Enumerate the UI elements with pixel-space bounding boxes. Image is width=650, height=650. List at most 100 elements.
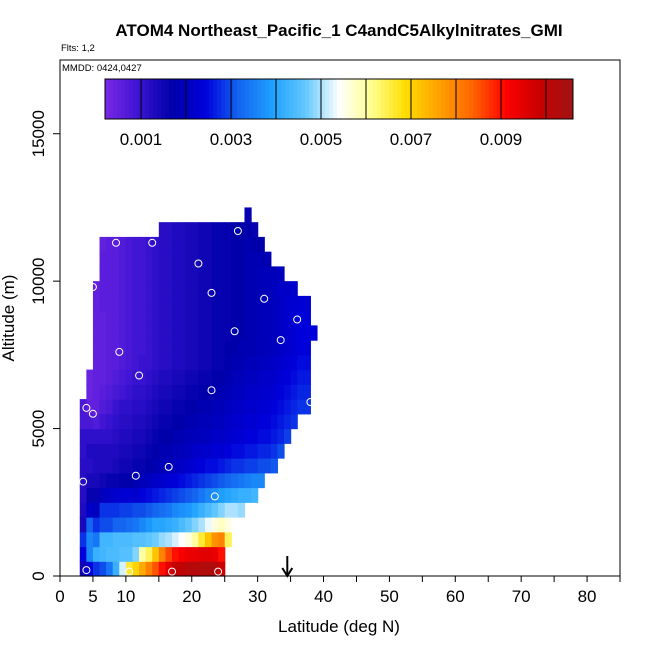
heatmap-cell: [145, 295, 153, 312]
heatmap-cell: [165, 399, 173, 415]
heatmap-cell: [198, 546, 206, 562]
heatmap-cell: [204, 546, 213, 562]
heatmap-cell: [92, 546, 101, 562]
heatmap-cell: [79, 487, 87, 503]
heatmap-cell: [191, 531, 199, 548]
heatmap-cell: [251, 428, 259, 444]
heatmap-cell: [198, 384, 206, 400]
heatmap-cell: [211, 413, 219, 430]
heatmap-cell: [152, 369, 160, 385]
heatmap-cell: [185, 222, 193, 238]
observation-point: [306, 398, 315, 406]
heatmap-cell: [284, 354, 292, 371]
heatmap-cell: [132, 354, 140, 371]
heatmap-cell: [132, 531, 140, 548]
heatmap-cell: [191, 310, 199, 326]
heatmap-cell: [244, 354, 252, 371]
heatmap-cell: [99, 354, 107, 371]
heatmap-cell: [145, 428, 153, 444]
heatmap-cell: [79, 502, 87, 518]
heatmap-cell: [132, 384, 140, 400]
heatmap-cell: [231, 502, 239, 518]
heatmap-cell: [119, 384, 127, 400]
colorbar-segment: [417, 79, 422, 119]
colorbar-segment: [529, 79, 534, 119]
heatmap-cell: [172, 340, 180, 356]
heatmap-cell: [106, 561, 114, 577]
heatmap-cell: [211, 222, 219, 238]
heatmap-cell: [211, 310, 219, 326]
heatmap-cell: [277, 295, 285, 312]
heatmap-cell: [158, 310, 167, 326]
chart-title: ATOM4 Northeast_Pacific_1 C4andC5Alkylni…: [115, 21, 562, 40]
heatmap-cell: [224, 354, 232, 371]
heatmap-cell: [165, 413, 173, 430]
heatmap-cell: [277, 354, 285, 371]
heatmap-cell: [211, 354, 219, 371]
heatmap-cell: [211, 472, 219, 489]
heatmap-cell: [145, 413, 153, 430]
colorbar-segment: [565, 79, 570, 119]
heatmap-cell: [290, 281, 298, 297]
heatmap-cell: [198, 369, 206, 385]
heatmap-cell: [251, 399, 259, 415]
heatmap-cell: [119, 399, 127, 415]
heatmap-cell: [257, 236, 265, 253]
x-tick-label: 80: [578, 587, 597, 606]
heatmap-cell: [165, 236, 173, 253]
heatmap-cell: [92, 502, 101, 518]
colorbar-segment: [345, 79, 350, 119]
heatmap-cell: [112, 472, 120, 489]
heatmap-cell: [145, 472, 153, 489]
heatmap-cell: [178, 517, 186, 533]
x-tick-label: 70: [512, 587, 531, 606]
heatmap-cell: [139, 340, 147, 356]
heatmap-cell: [204, 472, 213, 489]
heatmap-cell: [119, 295, 127, 312]
heatmap-cell: [106, 531, 114, 548]
heatmap-cell: [152, 399, 160, 415]
observation-point: [148, 238, 157, 247]
heatmap-cell: [92, 281, 101, 297]
colorbar-segment: [125, 79, 130, 119]
heatmap-cell: [185, 458, 193, 474]
heatmap-cell: [132, 281, 140, 297]
heatmap-cell: [139, 458, 147, 474]
heatmap-cell: [218, 472, 226, 489]
colorbar-segment: [369, 79, 374, 119]
heatmap-cell: [112, 281, 120, 297]
heatmap-cell: [237, 443, 246, 459]
heatmap-cell: [86, 369, 94, 385]
heatmap-cell: [106, 354, 114, 371]
heatmap-cell: [251, 443, 259, 459]
heatmap-cell: [257, 310, 265, 326]
heatmap-cell: [125, 281, 134, 297]
heatmap-cell: [172, 413, 180, 430]
heatmap-cell: [198, 266, 206, 282]
colorbar-segment: [505, 79, 510, 119]
colorbar-segment: [509, 79, 514, 119]
x-tick-label: 40: [314, 587, 333, 606]
observation-point: [230, 327, 239, 336]
heatmap-cell: [99, 531, 107, 548]
heatmap-cell: [237, 354, 246, 371]
colorbar-tick-label: 0.003: [210, 130, 253, 149]
heatmap-cell: [237, 325, 246, 341]
heatmap-cell: [198, 354, 206, 371]
heatmap-cell: [165, 517, 173, 533]
colorbar-segment: [485, 79, 490, 119]
heatmap-cell: [185, 369, 193, 385]
heatmap-cell: [92, 428, 101, 444]
heatmap-cell: [92, 340, 101, 356]
heatmap-cell: [191, 340, 199, 356]
heatmap-cell: [112, 517, 120, 533]
heatmap-cell: [125, 472, 134, 489]
heatmap-cell: [106, 487, 114, 503]
heatmap-cell: [204, 295, 213, 312]
heatmap-cell: [257, 369, 265, 385]
colorbar-segment: [489, 79, 494, 119]
heatmap-cell: [132, 310, 140, 326]
heatmap-cell: [224, 222, 232, 238]
heatmap-cell: [257, 354, 265, 371]
heatmap-cell: [231, 384, 239, 400]
